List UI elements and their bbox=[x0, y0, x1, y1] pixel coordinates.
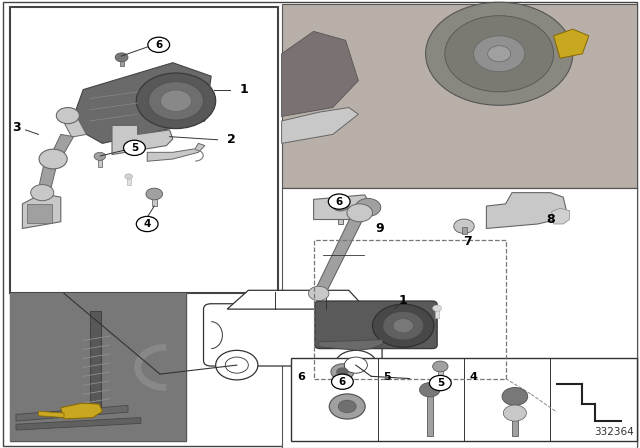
Text: 1: 1 bbox=[240, 83, 249, 96]
Bar bbox=[512, 398, 518, 436]
Text: 5: 5 bbox=[436, 378, 444, 388]
Circle shape bbox=[31, 185, 54, 201]
Polygon shape bbox=[319, 340, 383, 350]
Polygon shape bbox=[282, 108, 358, 143]
Polygon shape bbox=[16, 405, 128, 421]
Circle shape bbox=[344, 357, 367, 373]
Polygon shape bbox=[314, 211, 366, 293]
Circle shape bbox=[429, 375, 451, 391]
Bar bbox=[314, 240, 506, 379]
Polygon shape bbox=[112, 125, 173, 155]
Circle shape bbox=[225, 357, 248, 373]
Text: 8: 8 bbox=[546, 213, 555, 226]
Circle shape bbox=[148, 37, 170, 52]
Circle shape bbox=[328, 194, 350, 209]
Circle shape bbox=[94, 152, 106, 160]
Polygon shape bbox=[554, 29, 589, 58]
Circle shape bbox=[115, 53, 128, 62]
Circle shape bbox=[454, 219, 474, 233]
Circle shape bbox=[433, 361, 448, 372]
Circle shape bbox=[125, 174, 132, 179]
Polygon shape bbox=[486, 193, 566, 228]
Text: 4: 4 bbox=[469, 372, 477, 382]
Bar bbox=[435, 309, 439, 318]
Polygon shape bbox=[227, 290, 366, 309]
Text: 5: 5 bbox=[383, 372, 390, 382]
Circle shape bbox=[337, 368, 348, 376]
Circle shape bbox=[502, 388, 527, 405]
Bar bbox=[282, 4, 637, 188]
Circle shape bbox=[148, 82, 204, 120]
Circle shape bbox=[136, 73, 216, 129]
Polygon shape bbox=[61, 403, 102, 419]
Bar bbox=[90, 311, 101, 410]
Bar bbox=[152, 195, 157, 206]
Circle shape bbox=[426, 2, 573, 105]
Bar bbox=[338, 206, 343, 224]
Bar bbox=[10, 7, 278, 293]
Circle shape bbox=[474, 36, 525, 72]
Polygon shape bbox=[37, 160, 58, 195]
Bar bbox=[27, 204, 52, 223]
Circle shape bbox=[39, 149, 67, 169]
Circle shape bbox=[216, 350, 258, 380]
Circle shape bbox=[329, 394, 365, 419]
Text: 6: 6 bbox=[298, 372, 305, 382]
Bar bbox=[438, 367, 443, 381]
Bar bbox=[98, 157, 102, 167]
Circle shape bbox=[332, 374, 353, 389]
Circle shape bbox=[136, 216, 158, 232]
Polygon shape bbox=[552, 208, 570, 224]
Bar bbox=[462, 227, 467, 234]
Text: 7: 7 bbox=[463, 235, 472, 249]
FancyBboxPatch shape bbox=[315, 301, 437, 349]
Circle shape bbox=[56, 108, 79, 124]
Text: 332364: 332364 bbox=[594, 427, 634, 437]
Polygon shape bbox=[38, 411, 64, 418]
Bar bbox=[291, 358, 637, 441]
Circle shape bbox=[124, 140, 145, 155]
Polygon shape bbox=[61, 114, 86, 137]
Bar bbox=[282, 188, 637, 448]
Circle shape bbox=[372, 304, 434, 347]
Circle shape bbox=[339, 400, 356, 413]
Bar bbox=[10, 293, 186, 441]
Bar bbox=[120, 58, 124, 66]
Polygon shape bbox=[314, 195, 371, 220]
Circle shape bbox=[504, 405, 526, 421]
Circle shape bbox=[331, 364, 354, 380]
Polygon shape bbox=[16, 418, 141, 430]
Circle shape bbox=[383, 311, 424, 340]
Circle shape bbox=[161, 90, 191, 112]
Text: 5: 5 bbox=[131, 143, 138, 153]
Polygon shape bbox=[22, 195, 61, 228]
Text: 6: 6 bbox=[155, 40, 163, 50]
Circle shape bbox=[433, 305, 442, 311]
Polygon shape bbox=[282, 31, 358, 116]
Circle shape bbox=[335, 350, 377, 380]
FancyBboxPatch shape bbox=[204, 304, 382, 366]
Circle shape bbox=[347, 204, 372, 222]
Text: 6: 6 bbox=[335, 197, 343, 207]
Text: 6: 6 bbox=[339, 377, 346, 387]
Circle shape bbox=[146, 188, 163, 200]
Circle shape bbox=[332, 199, 349, 211]
Text: 4: 4 bbox=[143, 219, 151, 229]
Text: 2: 2 bbox=[227, 133, 236, 146]
Polygon shape bbox=[48, 134, 74, 161]
Bar bbox=[428, 391, 433, 436]
Text: 3: 3 bbox=[12, 121, 20, 134]
Bar bbox=[127, 177, 131, 185]
Circle shape bbox=[355, 198, 381, 216]
Circle shape bbox=[445, 16, 554, 92]
Text: 9: 9 bbox=[376, 222, 384, 235]
Polygon shape bbox=[70, 63, 211, 143]
Text: 1: 1 bbox=[399, 293, 408, 307]
Circle shape bbox=[488, 46, 511, 62]
Circle shape bbox=[308, 286, 329, 301]
Bar bbox=[10, 293, 186, 441]
Polygon shape bbox=[147, 143, 205, 161]
Circle shape bbox=[393, 319, 413, 333]
Circle shape bbox=[420, 383, 440, 397]
